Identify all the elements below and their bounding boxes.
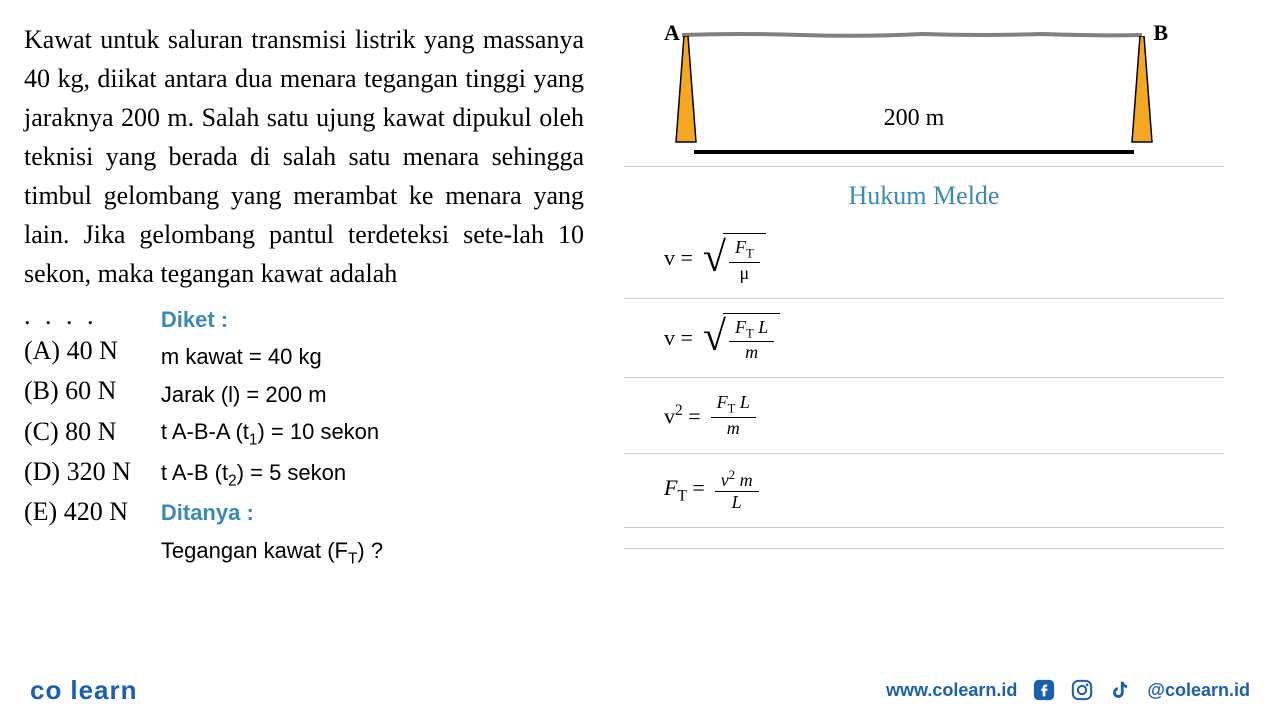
f2-num: FT L [729, 317, 774, 343]
wire-icon [682, 32, 1142, 38]
option-d: (D) 320 N [24, 452, 131, 492]
formula-3: v2 = FT L m [624, 378, 1224, 454]
transmission-diagram: A B 200 m [654, 20, 1174, 160]
f1-num-f: F [735, 237, 746, 257]
option-e: (E) 420 N [24, 492, 131, 532]
options-list: (A) 40 N (B) 60 N (C) 80 N (D) 320 N (E)… [24, 331, 131, 532]
ellipsis: . . . . [24, 301, 131, 331]
instagram-icon [1071, 679, 1093, 701]
footer-right: www.colearn.id @colearn.id [886, 679, 1250, 701]
f4-eq: = [687, 475, 705, 500]
f4-sub: T [677, 487, 686, 504]
diket-block: Diket : m kawat = 40 kg Jarak (l) = 200 … [161, 301, 383, 572]
f4-num: v2 m [715, 468, 759, 492]
logo-learn: learn [70, 675, 137, 705]
section-title: Hukum Melde [624, 181, 1224, 211]
f3-den: m [721, 418, 746, 439]
f2-lhs: v = [664, 325, 693, 351]
option-b: (B) 60 N [24, 371, 131, 411]
question-text: Kawat untuk saluran transmisi listrik ya… [24, 20, 584, 293]
f4-den: L [726, 492, 748, 513]
ditanya-post: ) ? [357, 538, 383, 563]
formula-4: FT = v2 m L [624, 454, 1224, 528]
diket-line4-post: ) = 5 sekon [237, 460, 346, 485]
facebook-icon [1033, 679, 1055, 701]
f3-lhs: v2 = [664, 402, 701, 429]
formula-2: v = √ FT L m [624, 299, 1224, 379]
right-column: A B 200 m Hukum Melde v = √ FT [604, 20, 1224, 660]
diket-line3: t A-B-A (t1) = 10 sekon [161, 413, 383, 454]
f2-den-m: m [745, 342, 758, 362]
f1-num-sub: T [746, 247, 754, 261]
logo-co: co [30, 675, 62, 705]
f3-eq: = [683, 403, 701, 428]
f4-num-m: m [735, 470, 753, 490]
f2-num-f: F [735, 317, 746, 337]
f1-num: FT [729, 237, 760, 263]
f3-frac: FT L m [711, 392, 756, 439]
diket-line3-post: ) = 10 sekon [257, 419, 379, 444]
left-column: Kawat untuk saluran transmisi listrik ya… [24, 20, 604, 660]
sqrt-icon: √ FT μ [703, 233, 766, 284]
ground-line [694, 150, 1134, 154]
f2-num-sub: T [746, 326, 754, 340]
divider [624, 548, 1224, 549]
f1-frac: FT μ [729, 237, 760, 284]
f3-v: v [664, 403, 675, 428]
sqrt-icon: √ FT L m [703, 313, 780, 364]
f3-num-l: L [735, 392, 750, 412]
f1-lhs: v = [664, 245, 693, 271]
tiktok-icon [1109, 679, 1131, 701]
footer: colearn www.colearn.id @colearn.id [0, 670, 1280, 720]
diket-line3-pre: t A-B-A (t [161, 419, 249, 444]
f4-lhs: FT = [664, 475, 705, 505]
ditanya-sub: T [348, 550, 357, 567]
logo: colearn [30, 675, 138, 706]
diket-line4-sub: 2 [228, 472, 237, 489]
diket-line1: m kawat = 40 kg [161, 338, 383, 375]
footer-handle: @colearn.id [1147, 680, 1250, 701]
f4-f: F [664, 475, 677, 500]
f2-frac: FT L m [729, 317, 774, 364]
f4-frac: v2 m L [715, 468, 759, 513]
ditanya-title: Ditanya : [161, 494, 383, 531]
f1-den: μ [734, 263, 756, 284]
f2-body: FT L m [723, 313, 780, 364]
f3-sup: 2 [675, 402, 683, 419]
f2-den: m [739, 342, 764, 363]
f3-num-f: F [717, 392, 728, 412]
option-a: (A) 40 N [24, 331, 131, 371]
ditanya-pre: Tegangan kawat (F [161, 538, 348, 563]
answer-area: . . . . (A) 40 N (B) 60 N (C) 80 N (D) 3… [24, 301, 584, 572]
f3-den-m: m [727, 418, 740, 438]
f1-body: FT μ [723, 233, 766, 284]
main-content: Kawat untuk saluran transmisi listrik ya… [0, 0, 1280, 660]
f4-den-l: L [732, 492, 742, 512]
f2-num-l: L [754, 317, 769, 337]
options-column: . . . . (A) 40 N (B) 60 N (C) 80 N (D) 3… [24, 301, 131, 572]
divider [624, 166, 1224, 167]
f3-num: FT L [711, 392, 756, 418]
formula-1: v = √ FT μ [624, 219, 1224, 299]
distance-label: 200 m [654, 105, 1174, 132]
diket-line4-pre: t A-B (t [161, 460, 228, 485]
ditanya-line: Tegangan kawat (FT) ? [161, 532, 383, 573]
diagram-label-b: B [1153, 20, 1168, 46]
diket-line2: Jarak (l) = 200 m [161, 376, 383, 413]
footer-url: www.colearn.id [886, 680, 1017, 701]
diket-line4: t A-B (t2) = 5 sekon [161, 454, 383, 495]
f4-num-v: v [721, 470, 729, 490]
diket-title: Diket : [161, 301, 383, 338]
option-c: (C) 80 N [24, 412, 131, 452]
